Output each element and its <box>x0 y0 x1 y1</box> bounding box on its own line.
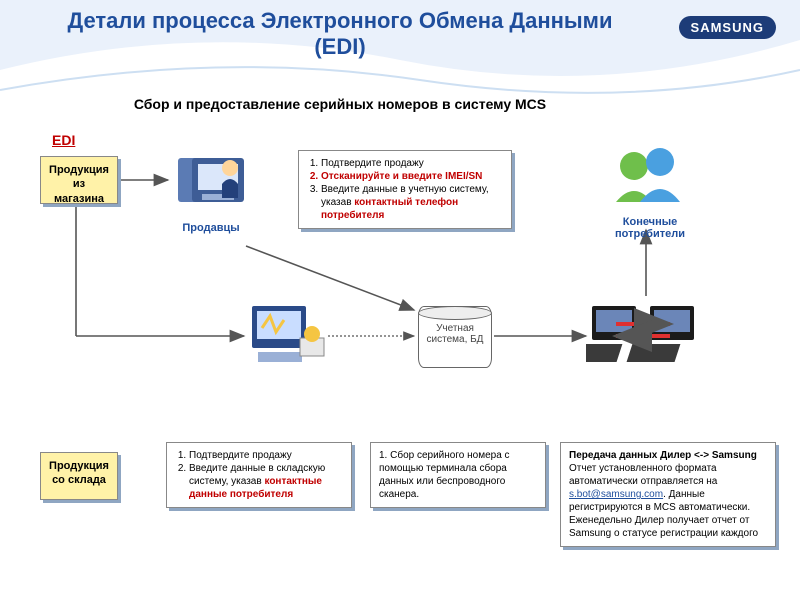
terminals-icon <box>586 296 700 374</box>
consumers-icon <box>604 146 694 210</box>
instr-wh-2: Введите данные в складскую систему, указ… <box>189 462 343 501</box>
page-title: Детали процесса Электронного Обмена Данн… <box>60 8 620 61</box>
instr-top-2: Отсканируйте и введите IMEI/SN <box>321 170 503 183</box>
warehouse-product-box: Продукция со склада <box>40 452 118 500</box>
transfer-box: Передача данных Дилер <-> Samsung Отчет … <box>560 442 776 547</box>
samsung-logo: SAMSUNG <box>679 16 776 39</box>
scanner-text-box: 1. Сбор серийного номера с помощью терми… <box>370 442 546 508</box>
instr-top-3: Введите данные в учетную систему, указав… <box>321 183 503 222</box>
transfer-body1: Отчет установленного формата автоматичес… <box>569 463 717 487</box>
instruction-top-box: Подтвердите продажу Отсканируйте и введи… <box>298 150 512 229</box>
scanner-icon <box>248 298 328 372</box>
instruction-warehouse-box: Подтвердите продажу Введите данные в скл… <box>166 442 352 508</box>
store-product-box: Продукция из магазина <box>40 156 118 204</box>
database-node: Учетная система, БД <box>418 306 492 368</box>
sellers-label: Продавцы <box>172 222 250 234</box>
instr-wh-1: Подтвердите продажу <box>189 449 343 462</box>
consumers-label: Конечные потребители <box>598 216 702 240</box>
edi-label: EDI <box>52 132 75 148</box>
transfer-email[interactable]: s.bot@samsung.com <box>569 489 663 500</box>
transfer-title: Передача данных Дилер <-> Samsung <box>569 449 767 462</box>
sellers-icon <box>172 150 250 216</box>
instr-top-1: Подтвердите продажу <box>321 157 503 170</box>
subtitle: Сбор и предоставление серийных номеров в… <box>60 96 620 112</box>
